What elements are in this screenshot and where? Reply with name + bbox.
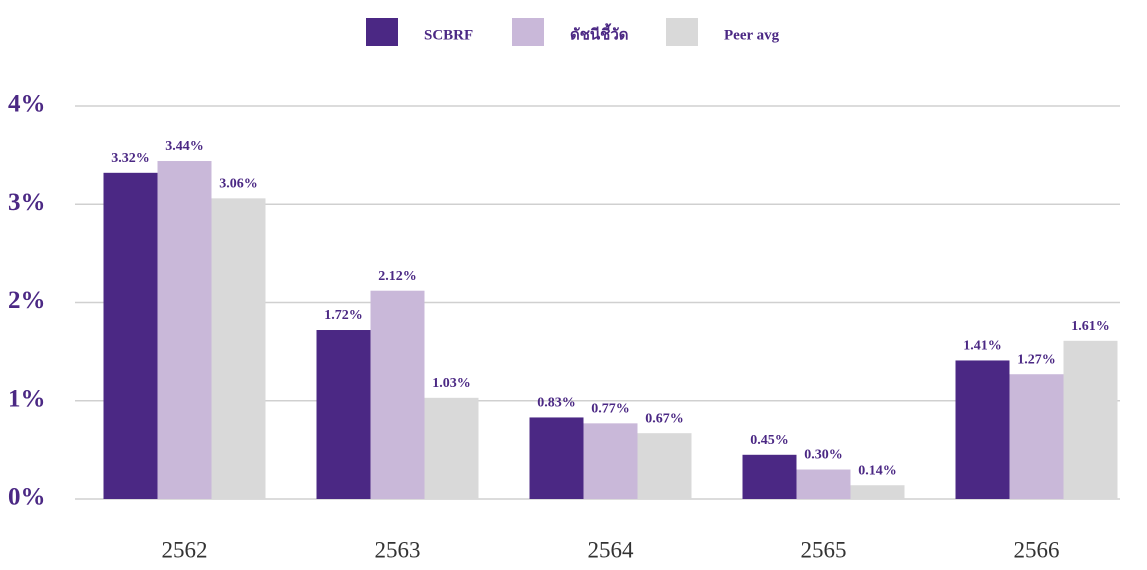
legend-label: ดัชนีชี้วัด [570, 22, 629, 43]
bar [850, 485, 905, 499]
x-tick-label: 2563 [375, 537, 421, 562]
y-tick-label: 2% [8, 287, 46, 314]
bar [529, 417, 584, 499]
legend-label: SCBRF [424, 27, 473, 43]
value-label: 1.61% [1071, 319, 1110, 334]
value-label: 2.12% [378, 269, 417, 284]
value-label: 1.27% [1017, 352, 1056, 367]
x-tick-label: 2565 [801, 537, 847, 562]
value-label: 1.41% [963, 339, 1002, 354]
bar [742, 454, 797, 499]
bar [796, 469, 851, 499]
bar [316, 330, 371, 499]
bar [637, 433, 692, 499]
y-tick-label: 3% [8, 189, 46, 216]
y-tick-label: 0% [8, 484, 46, 511]
bar [157, 161, 212, 499]
bar [955, 360, 1010, 499]
legend-swatch [666, 18, 698, 46]
value-label: 0.30% [804, 448, 843, 463]
legend-swatch [366, 18, 398, 46]
bar [1063, 340, 1118, 499]
y-tick-label: 4% [8, 91, 46, 118]
value-label: 0.45% [750, 433, 789, 448]
bar [103, 172, 158, 499]
bar [424, 397, 479, 499]
x-tick-label: 2566 [1014, 537, 1060, 562]
value-label: 0.83% [537, 396, 576, 411]
value-label: 3.06% [219, 177, 258, 192]
value-label: 1.72% [324, 308, 363, 323]
legend-swatch [512, 18, 544, 46]
bar [370, 290, 425, 499]
x-tick-label: 2564 [588, 537, 635, 562]
bar [583, 423, 638, 499]
bar [211, 198, 266, 500]
value-label: 0.77% [591, 402, 630, 417]
y-tick-label: 1% [8, 385, 46, 412]
bar [1009, 374, 1064, 499]
legend-label: Peer avg [724, 27, 780, 43]
value-label: 0.14% [858, 463, 897, 478]
x-tick-label: 2562 [162, 537, 208, 562]
value-label: 1.03% [432, 376, 471, 391]
value-label: 3.32% [111, 151, 150, 166]
value-label: 0.67% [645, 411, 684, 426]
value-label: 3.44% [165, 139, 204, 154]
